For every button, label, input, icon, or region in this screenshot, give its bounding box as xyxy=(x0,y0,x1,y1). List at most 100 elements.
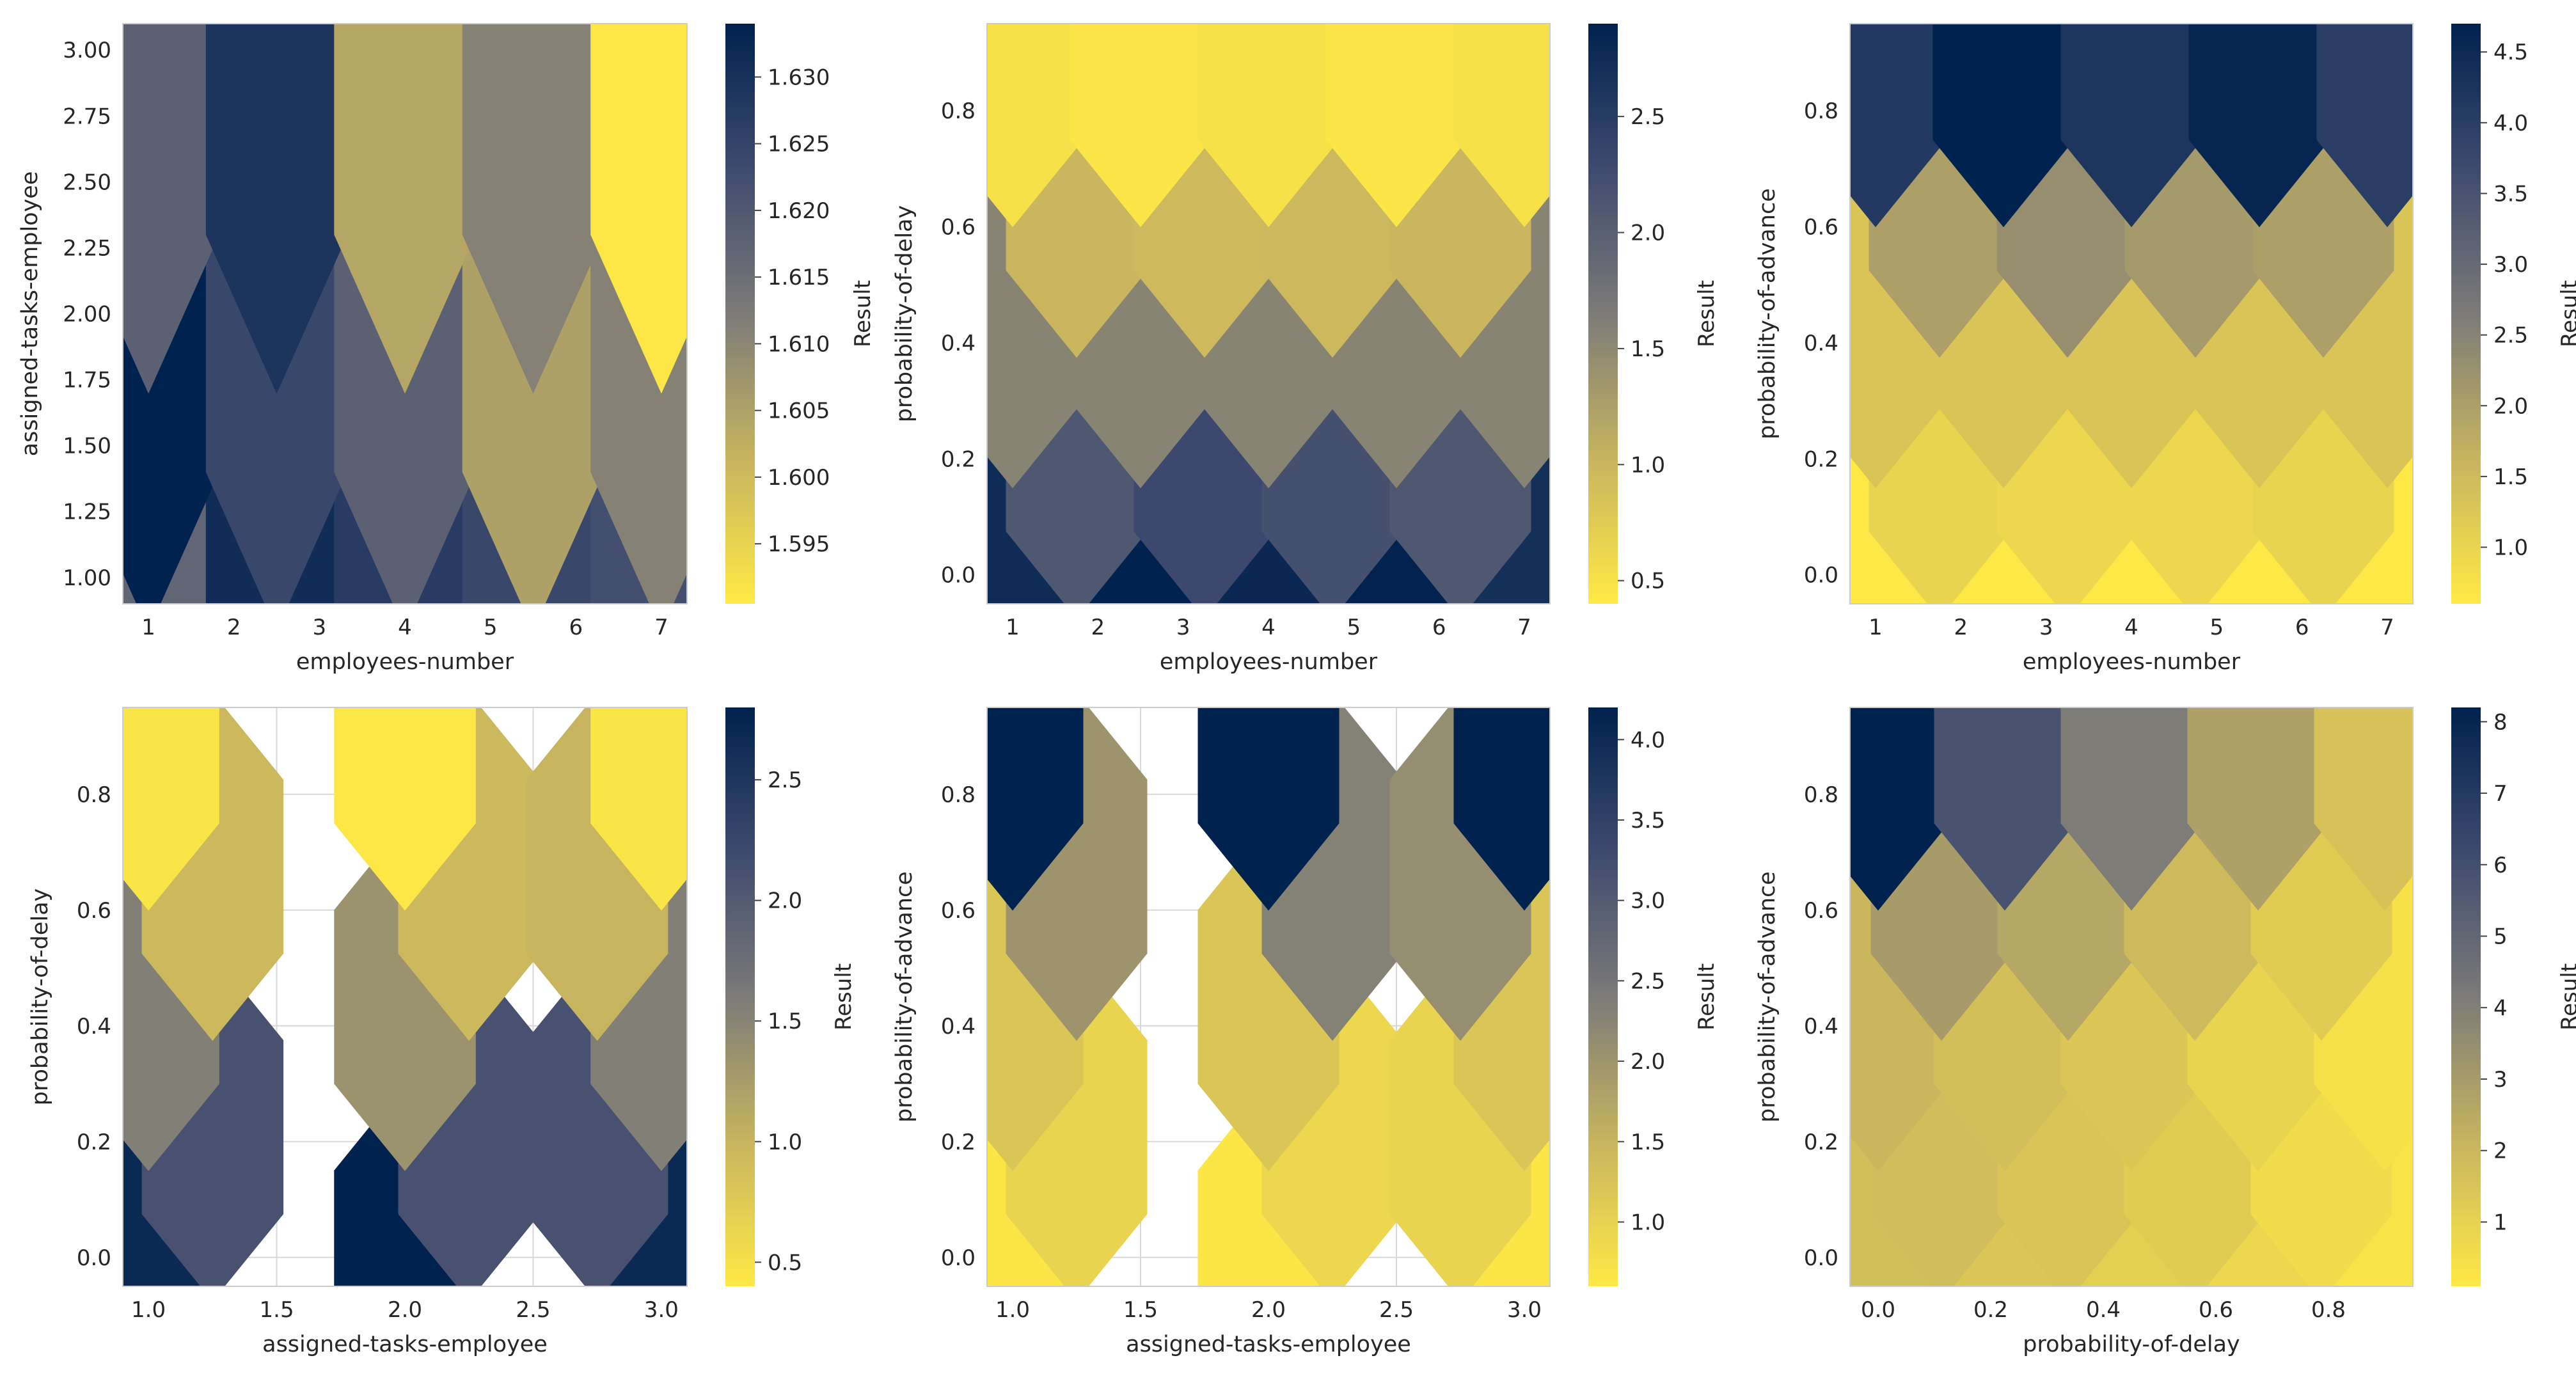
hexbin-cells xyxy=(987,24,1550,604)
colorbar-tick-label: 3.0 xyxy=(2493,252,2528,278)
hexbin-cell xyxy=(1325,24,1467,228)
colorbar-tick-label: 2.0 xyxy=(1631,221,1665,246)
hexbin-panel-3: 1 2 3 4 5 6 7 0.0 0.2 0.4 0.6 0.8 employees-number pr… xyxy=(1755,23,2576,675)
colorbar-tick-label: 1.5 xyxy=(1631,1130,1665,1155)
colorbar-tick-label: 2.5 xyxy=(2493,323,2528,349)
x-tick-label: 3 xyxy=(2039,615,2053,640)
x-tick-label: 0.2 xyxy=(1973,1297,2008,1323)
colorbar-tick-label: 5 xyxy=(2493,924,2508,950)
x-tick-label: 3 xyxy=(313,615,327,640)
hexbin-cell xyxy=(590,707,687,911)
hexbin-cell xyxy=(205,24,348,394)
colorbar-tick-label: 4.0 xyxy=(1631,727,1665,753)
y-tick-label: 0.8 xyxy=(1804,99,1838,124)
hexbin-cell xyxy=(334,24,476,394)
colorbar-tick-label: 1.610 xyxy=(768,331,830,357)
colorbar-label: Result xyxy=(1694,280,1719,347)
colorbar-tick-label: 3.5 xyxy=(2493,181,2528,207)
y-tick-label: 0.2 xyxy=(77,1130,111,1155)
y-tick-label: 0.8 xyxy=(941,782,976,808)
x-tick-label: 2 xyxy=(227,615,241,640)
colorbar-tick-label: 4.0 xyxy=(2493,111,2528,136)
y-tick-label: 0.6 xyxy=(77,898,111,924)
x-tick-label: 5 xyxy=(484,615,498,640)
colorbar-tick-label: 1.595 xyxy=(768,532,830,557)
y-axis-label: probability-of-advance xyxy=(892,871,917,1123)
colorbar-tick-label: 2.5 xyxy=(1631,968,1665,994)
x-tick-label: 5 xyxy=(2210,615,2224,640)
y-tick-label: 0.4 xyxy=(1804,331,1838,356)
colorbar xyxy=(2451,707,2481,1286)
y-tick-label: 2.00 xyxy=(63,302,111,327)
x-tick-label: 2 xyxy=(1954,615,1968,640)
axes-frame xyxy=(1849,23,2414,604)
colorbar xyxy=(1588,707,1618,1286)
x-tick-label: 7 xyxy=(654,615,668,640)
colorbar-tick-label: 1.620 xyxy=(768,198,830,224)
colorbar-tick-label: 8 xyxy=(2493,709,2508,735)
y-tick-label: 0.4 xyxy=(77,1014,111,1039)
x-tick-label: 2.5 xyxy=(1379,1297,1414,1323)
x-tick-label: 0.4 xyxy=(2086,1297,2121,1323)
hexbin-panel-1: 1 2 3 4 5 6 7 1.00 1.25 1.50 1.75 2.00 2.25 2.50 2.75 3… xyxy=(17,23,876,675)
colorbar-label: Result xyxy=(2557,963,2576,1030)
y-tick-label: 0.2 xyxy=(941,446,976,472)
colorbar-tick-label: 1.5 xyxy=(1631,336,1665,362)
colorbar-tick-label: 2.0 xyxy=(2493,393,2528,419)
x-tick-label: 1.5 xyxy=(1123,1297,1158,1323)
hexbin-cell xyxy=(987,24,1084,228)
hexbin-cells xyxy=(123,24,687,604)
y-tick-label: 0.4 xyxy=(941,331,976,356)
y-axis-label: probability-of-advance xyxy=(1755,871,1780,1123)
colorbar-tick-label: 1.0 xyxy=(1631,452,1665,478)
x-tick-label: 5 xyxy=(1347,615,1361,640)
x-tick-label: 2.0 xyxy=(388,1297,422,1323)
x-tick-label: 6 xyxy=(2295,615,2309,640)
x-tick-label: 7 xyxy=(1517,615,1531,640)
colorbar-tick-label: 2.0 xyxy=(1631,1049,1665,1075)
hexbin-panel-6: 0.0 0.2 0.4 0.6 0.8 0.0 0.2 0.4 0.6 0.8 probabilit… xyxy=(1755,707,2576,1357)
colorbar-label: Result xyxy=(1694,963,1719,1030)
y-tick-label: 0.0 xyxy=(77,1245,111,1271)
colorbar-tick-label: 1.0 xyxy=(2493,535,2528,561)
y-tick-label: 0.6 xyxy=(941,898,976,924)
colorbar-tick-label: 4.5 xyxy=(2493,40,2528,65)
x-tick-label: 4 xyxy=(398,615,412,640)
y-tick-label: 0.0 xyxy=(1804,563,1838,588)
colorbar xyxy=(725,24,755,604)
y-tick-label: 0.4 xyxy=(941,1014,976,1039)
hexbin-cell xyxy=(1197,24,1339,228)
colorbar-tick-label: 1.0 xyxy=(768,1130,802,1155)
colorbar xyxy=(1588,24,1618,604)
x-axis-label: assigned-tasks-employee xyxy=(262,1332,548,1357)
axes-frame xyxy=(1849,707,2414,1287)
y-tick-label: 0.0 xyxy=(941,1245,976,1271)
hexbin-panel-5: 1.0 1.5 2.0 2.5 3.0 0.0 0.2 0.4 0.6 0.8 assigned-t… xyxy=(892,707,1719,1357)
hexbin-cell xyxy=(2316,24,2413,228)
x-tick-label: 6 xyxy=(1432,615,1446,640)
y-tick-label: 0.6 xyxy=(1804,214,1838,240)
x-tick-label: 2.5 xyxy=(516,1297,550,1323)
colorbar-tick-label: 0.5 xyxy=(1631,569,1665,594)
hexbin-panel-2: 1 2 3 4 5 6 7 0.0 0.2 0.4 0.6 0.8 employees-number pr… xyxy=(892,23,1719,675)
hexbin-panel-4: 1.0 1.5 2.0 2.5 3.0 0.0 0.2 0.4 0.6 0.8 assigned-t… xyxy=(28,707,857,1357)
x-tick-label: 1.0 xyxy=(995,1297,1030,1323)
x-tick-label: 3 xyxy=(1176,615,1190,640)
colorbar-label: Result xyxy=(850,280,876,347)
x-tick-label: 1 xyxy=(1869,615,1883,640)
colorbar-tick-label: 2.0 xyxy=(768,888,802,914)
hexbin-cell xyxy=(2187,707,2329,911)
axes-frame xyxy=(986,707,1551,1287)
colorbar-tick-label: 2.5 xyxy=(1631,104,1665,130)
colorbar-tick-label: 4 xyxy=(2493,995,2508,1021)
x-tick-label: 2.0 xyxy=(1251,1297,1286,1323)
hexbin-cell xyxy=(1932,24,2074,228)
axes-frame xyxy=(986,23,1551,604)
x-tick-label: 1 xyxy=(141,615,155,640)
hexbin-cell xyxy=(1197,707,1339,911)
colorbar-tick-label: 1.615 xyxy=(768,265,830,290)
y-tick-label: 2.25 xyxy=(63,235,111,261)
x-tick-label: 1.0 xyxy=(131,1297,166,1323)
colorbar-tick-label: 7 xyxy=(2493,781,2508,807)
